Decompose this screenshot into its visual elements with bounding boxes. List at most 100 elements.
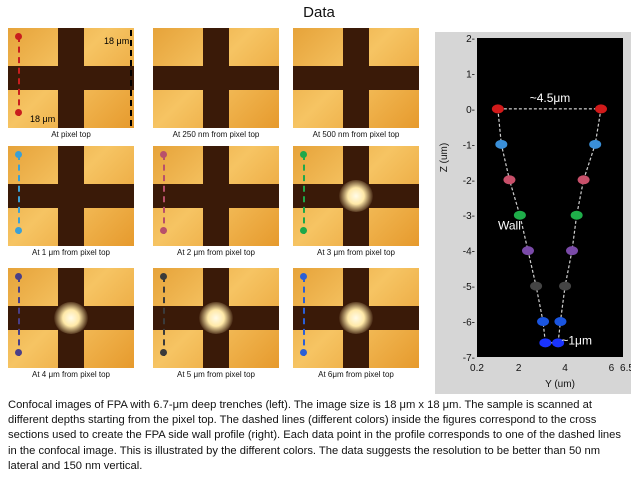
cross-section-endpoint xyxy=(15,349,22,356)
confocal-image xyxy=(153,268,279,368)
side-wall-profile-chart: 2- 1- 0- -1- -2- -3- -4- -5- -6- -7-0.2 2 4 6 6.5 Y (u… xyxy=(435,32,631,394)
cross-section-endpoint xyxy=(160,227,167,234)
confocal-image: 18 μm 18 μm xyxy=(8,28,134,128)
cross-section-endpoint xyxy=(160,349,167,356)
trench-horizontal xyxy=(153,184,279,208)
profile-point xyxy=(495,139,508,149)
y-tick-label: -1- xyxy=(463,140,475,151)
pixel-glow xyxy=(339,180,373,212)
profile-point xyxy=(570,210,583,220)
chart-annotation: Wall xyxy=(498,218,521,232)
panel-caption: At 6μm from pixel top xyxy=(318,370,394,379)
y-tick-label: 2- xyxy=(466,34,475,45)
cross-section-endpoint xyxy=(15,33,22,40)
confocal-image xyxy=(153,28,279,128)
cross-section-line xyxy=(303,276,305,356)
profile-point xyxy=(530,281,543,291)
cross-section-line xyxy=(303,154,305,234)
x-tick-label: 2 xyxy=(516,363,522,374)
profile-point xyxy=(577,175,590,185)
cross-section-line xyxy=(163,276,165,356)
profile-point xyxy=(539,338,552,348)
panel-caption: At 500 nm from pixel top xyxy=(312,130,400,139)
panel-caption: At 4 μm from pixel top xyxy=(32,370,110,379)
x-tick-label: 4 xyxy=(562,363,568,374)
confocal-image xyxy=(293,28,419,128)
confocal-panel: 18 μm 18 μm At pixel top xyxy=(8,28,134,139)
trench-horizontal xyxy=(8,66,134,90)
profile-point xyxy=(537,317,550,327)
confocal-panel: At 6μm from pixel top xyxy=(293,268,419,379)
wall-profile-line xyxy=(497,108,546,343)
slide-title: Data xyxy=(303,4,335,21)
chart-annotation: ~4.5μm xyxy=(530,91,571,105)
confocal-panel: At 3 μm from pixel top xyxy=(293,146,419,257)
confocal-image xyxy=(8,268,134,368)
image-width-label: 18 μm xyxy=(104,36,130,46)
cross-section-endpoint xyxy=(300,349,307,356)
confocal-panel: At 2 μm from pixel top xyxy=(153,146,279,257)
x-axis-label: Y (um) xyxy=(545,379,575,390)
plot-area xyxy=(477,38,623,357)
confocal-image xyxy=(293,146,419,246)
chart-annotation: ~1μm xyxy=(561,334,592,348)
panel-caption: At 250 nm from pixel top xyxy=(172,130,260,139)
y-tick-label: -2- xyxy=(463,176,475,187)
confocal-panel: At 1 μm from pixel top xyxy=(8,146,134,257)
cross-section-endpoint xyxy=(300,273,307,280)
cross-section-endpoint xyxy=(15,109,22,116)
figure-caption: Confocal images of FPA with 6.7-μm deep … xyxy=(8,399,621,472)
y-tick-label: 1- xyxy=(466,69,475,80)
profile-point xyxy=(554,317,567,327)
confocal-panel: At 500 nm from pixel top xyxy=(293,28,419,139)
confocal-image-grid: 18 μm 18 μm At pixel top At 250 nm from pix… xyxy=(8,28,426,392)
trench-horizontal xyxy=(293,66,419,90)
x-tick-label: 6.5 xyxy=(620,363,631,374)
y-tick-label: -3- xyxy=(463,211,475,222)
cross-section-endpoint xyxy=(15,151,22,158)
panel-caption: At 5 μm from pixel top xyxy=(177,370,255,379)
confocal-panel: At 4 μm from pixel top xyxy=(8,268,134,379)
profile-point xyxy=(491,104,504,114)
confocal-panel: At 250 nm from pixel top xyxy=(153,28,279,139)
cross-section-endpoint xyxy=(160,273,167,280)
confocal-image xyxy=(8,146,134,246)
confocal-panel: At 5 μm from pixel top xyxy=(153,268,279,379)
x-tick-label: 0.2 xyxy=(470,363,484,374)
profile-point xyxy=(521,246,534,256)
cross-section-endpoint xyxy=(300,151,307,158)
cross-section-line xyxy=(163,154,165,234)
y-axis-label: Z (um) xyxy=(439,143,450,172)
profile-point xyxy=(566,246,579,256)
profile-point xyxy=(589,139,602,149)
cross-section-endpoint xyxy=(15,227,22,234)
y-tick-label: 0- xyxy=(466,105,475,116)
confocal-image xyxy=(293,268,419,368)
cross-section-line xyxy=(18,154,20,234)
profile-point xyxy=(513,210,526,220)
image-height-label: 18 μm xyxy=(30,114,56,124)
y-tick-label: -6- xyxy=(463,318,475,329)
cross-section-endpoint xyxy=(160,151,167,158)
y-tick-label: -5- xyxy=(463,282,475,293)
pixel-glow xyxy=(199,302,233,334)
confocal-image xyxy=(153,146,279,246)
panel-caption: At 2 μm from pixel top xyxy=(177,248,255,257)
profile-point xyxy=(552,338,565,348)
x-tick-label: 6 xyxy=(609,363,615,374)
profile-point xyxy=(559,281,572,291)
wall-profile-line xyxy=(557,108,602,343)
scale-arrow xyxy=(130,30,132,126)
cross-section-endpoint xyxy=(300,227,307,234)
pixel-glow xyxy=(54,302,88,334)
cross-section-line xyxy=(18,276,20,356)
trench-horizontal xyxy=(153,66,279,90)
profile-point xyxy=(594,104,607,114)
trench-horizontal xyxy=(8,184,134,208)
y-tick-label: -7- xyxy=(463,353,475,364)
panel-caption: At 3 μm from pixel top xyxy=(317,248,395,257)
cross-section-line xyxy=(18,36,20,116)
panel-caption: At pixel top xyxy=(51,130,91,139)
panel-caption: At 1 μm from pixel top xyxy=(32,248,110,257)
profile-point xyxy=(503,175,516,185)
